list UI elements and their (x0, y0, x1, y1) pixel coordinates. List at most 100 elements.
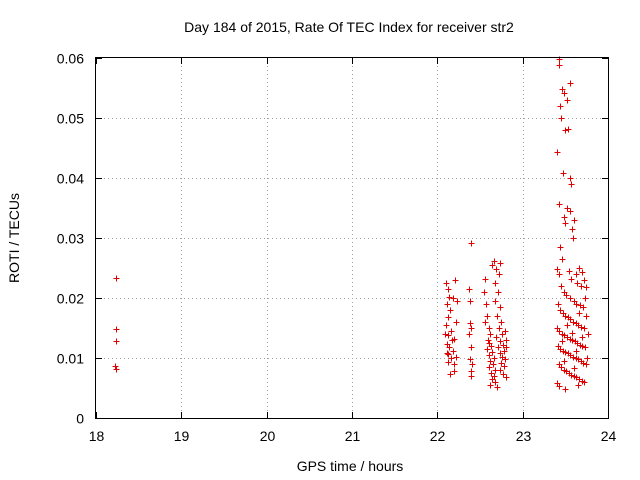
data-point (559, 86, 566, 93)
data-point (484, 346, 491, 353)
data-point (556, 271, 563, 278)
data-point (573, 301, 580, 308)
data-point (466, 331, 473, 338)
data-point (468, 344, 475, 351)
data-point (113, 366, 120, 373)
data-point (557, 307, 564, 314)
data-point (492, 379, 499, 386)
data-point (481, 289, 488, 296)
data-point (453, 354, 460, 361)
data-point (113, 326, 120, 333)
data-point (448, 355, 455, 362)
data-point (501, 348, 508, 355)
data-point (484, 313, 491, 320)
data-point (575, 382, 582, 389)
y-tick-label: 0.01 (57, 351, 84, 367)
data-point (557, 244, 564, 251)
data-point (567, 208, 574, 215)
data-point (485, 337, 492, 344)
data-point (447, 371, 454, 378)
data-point (558, 364, 565, 371)
y-tick-label: 0.03 (57, 231, 84, 247)
data-point (556, 201, 563, 208)
data-point (503, 344, 510, 351)
data-points (112, 56, 592, 393)
data-point (503, 374, 510, 381)
data-point (487, 382, 494, 389)
data-point (556, 328, 563, 335)
data-point (564, 322, 571, 329)
data-point (489, 376, 496, 383)
data-point (563, 292, 570, 299)
x-tick-label: 20 (260, 428, 276, 444)
y-tick-label: 0.02 (57, 291, 84, 307)
data-point (583, 313, 590, 320)
x-tick-label: 23 (516, 428, 532, 444)
data-point (112, 363, 119, 370)
y-tick-label: 0.05 (57, 111, 84, 127)
data-point (487, 331, 494, 338)
data-point (578, 324, 585, 331)
data-point (486, 352, 493, 359)
data-point (497, 260, 504, 267)
data-point (496, 325, 503, 332)
data-point (495, 344, 502, 351)
data-point (579, 343, 586, 350)
data-point (445, 314, 452, 321)
data-point (574, 280, 581, 287)
data-point (113, 275, 120, 282)
data-point (491, 355, 498, 362)
data-point (494, 313, 501, 320)
data-point (567, 295, 574, 302)
data-point (570, 235, 577, 242)
data-point (570, 354, 577, 361)
data-point (562, 220, 569, 227)
data-point (568, 181, 575, 188)
data-point (581, 277, 588, 284)
data-point (453, 319, 460, 326)
data-point (488, 343, 495, 350)
data-point (503, 337, 510, 344)
data-point (502, 328, 509, 335)
data-point (469, 361, 476, 368)
data-point (492, 298, 499, 305)
data-point (578, 283, 585, 290)
data-point (568, 276, 575, 283)
data-point (502, 356, 509, 363)
data-point (466, 286, 473, 293)
data-point (497, 350, 504, 357)
data-point (583, 361, 590, 368)
data-point (567, 175, 574, 182)
axis-ticks: 18 19 20 21 22 23 24 0 0.01 0.02 0.03 0.04 0.05 0.06 (57, 51, 617, 445)
data-point (493, 334, 500, 341)
data-point (579, 269, 586, 276)
data-point (576, 265, 583, 272)
data-point (445, 286, 452, 293)
data-point (498, 319, 505, 326)
data-point (558, 283, 565, 290)
data-point (561, 358, 568, 365)
data-point (585, 331, 592, 338)
x-tick-label: 22 (430, 428, 446, 444)
data-point (450, 295, 457, 302)
data-point (566, 268, 573, 275)
data-point (468, 240, 475, 247)
data-point (495, 289, 502, 296)
data-point (562, 313, 569, 320)
data-point (487, 358, 494, 365)
data-point (445, 359, 452, 366)
data-point (446, 344, 453, 351)
x-tick-label: 24 (601, 428, 617, 444)
data-point (498, 360, 505, 367)
data-point (448, 328, 455, 335)
x-axis-label: GPS time / hours (297, 458, 404, 474)
data-point (554, 149, 561, 156)
grid-lines (96, 58, 608, 418)
data-point (496, 271, 503, 278)
data-point (564, 97, 571, 104)
data-point (501, 363, 508, 370)
data-point (569, 337, 576, 344)
data-point (580, 304, 587, 311)
data-point (444, 350, 451, 357)
data-point (564, 205, 571, 212)
